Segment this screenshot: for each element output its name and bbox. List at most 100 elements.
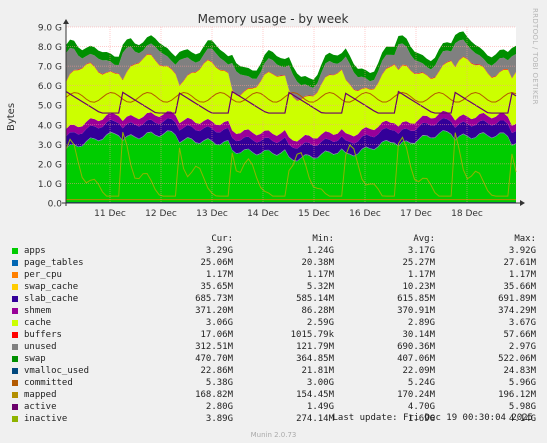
legend-header: Cur: Min: Avg: Max: — [12, 233, 536, 245]
legend-avg: 690.36M — [397, 342, 435, 352]
legend-cur: 312.51M — [195, 342, 233, 352]
legend-swatch — [12, 260, 18, 266]
y-tick-label: 4.0 G — [38, 121, 62, 131]
legend-name: mapped — [24, 390, 57, 400]
y-tick-label: 2.0 G — [38, 160, 62, 170]
legend-min: 585.14M — [296, 294, 334, 304]
legend-max: 1.17M — [508, 270, 536, 280]
legend-swatch — [12, 332, 18, 338]
legend-row-swap-cache: swap_cache 35.65M 5.32M 10.23M 35.66M — [12, 281, 536, 293]
legend-avg: 5.24G — [407, 378, 435, 388]
legend-name: inactive — [24, 414, 68, 424]
legend-cur: 17.06M — [200, 330, 233, 340]
y-tick-label: 8.0 G — [38, 43, 62, 53]
y-tick-label: 6.0 G — [38, 82, 62, 92]
legend-max: 3.67G — [508, 318, 536, 328]
legend-min: 1.17M — [306, 270, 334, 280]
legend-min: 274.14M — [296, 414, 334, 424]
area-apps — [66, 130, 516, 203]
legend-min: 1.49G — [306, 402, 334, 412]
x-tick-label: 11 Dec — [94, 209, 126, 219]
y-axis-label: Bytes — [6, 103, 17, 131]
line-inactive — [65, 132, 517, 197]
legend-avg: 1.17M — [407, 270, 435, 280]
legend-cur: 685.73M — [195, 294, 233, 304]
legend-name: swap — [24, 354, 46, 364]
legend-swatch — [12, 248, 18, 254]
legend-cur: 3.89G — [205, 414, 233, 424]
rrdtool-credit: RRDTOOL / TOBI OETIKER — [531, 8, 539, 105]
legend-cur: 25.06M — [200, 258, 233, 268]
legend-avg: 370.91M — [397, 306, 435, 316]
legend-min: 1.24G — [306, 246, 334, 256]
legend-swatch — [12, 368, 18, 374]
legend-swatch — [12, 404, 18, 410]
memory-chart: Memory usage - by week Bytes 0.0 1.0 G 2.0… — [6, 12, 525, 219]
legend-swatch — [12, 320, 18, 326]
legend-rows: apps 3.29G 1.24G 3.17G 3.92G page_tables 25.06… — [12, 245, 536, 425]
legend-avg: 22.09M — [402, 366, 435, 376]
legend-max: 24.83M — [503, 366, 536, 376]
y-axis-arrow — [63, 19, 69, 24]
legend-max: 196.12M — [498, 390, 536, 400]
legend-row-active: active 2.80G 1.49G 4.70G 5.98G — [12, 401, 536, 413]
legend-avg: 407.06M — [397, 354, 435, 364]
y-tick-label: 0.0 — [48, 200, 63, 210]
legend-swatch — [12, 344, 18, 350]
legend-max: 374.29M — [498, 306, 536, 316]
legend-row-mapped: mapped 168.82M 154.45M 170.24M 196.12M — [12, 389, 536, 401]
legend-name: swap_cache — [24, 282, 79, 292]
y-tick-label: 7.0 G — [38, 63, 62, 73]
legend-avg: 4.70G — [407, 402, 435, 412]
legend-avg: 615.85M — [397, 294, 435, 304]
legend-min: 3.00G — [306, 378, 334, 388]
legend-max: 5.96G — [508, 378, 536, 388]
legend-name: unused — [24, 342, 57, 352]
legend-avg: 25.27M — [402, 258, 435, 268]
x-tick-label: 17 Dec — [400, 209, 432, 219]
legend-max: 35.66M — [503, 282, 536, 292]
legend-row-shmem: shmem 371.20M 86.28M 370.91M 374.29M — [12, 305, 536, 317]
legend-avg: 1.69G — [407, 414, 435, 424]
legend-name: shmem — [24, 306, 52, 316]
x-tick-label: 12 Dec — [145, 209, 177, 219]
legend-swatch — [12, 272, 18, 278]
legend-cur: 22.86M — [200, 366, 233, 376]
line-active — [65, 90, 517, 114]
legend-max: 57.66M — [503, 330, 536, 340]
legend-max: 3.92G — [508, 246, 536, 256]
legend-avg: 2.89G — [407, 318, 435, 328]
legend-max: 4.14G — [508, 414, 536, 424]
legend-cur: 371.20M — [195, 306, 233, 316]
legend-cur: 1.17M — [205, 270, 233, 280]
y-tick-label: 3.0 G — [38, 141, 62, 151]
legend-swatch — [12, 296, 18, 302]
legend-min: 21.81M — [301, 366, 334, 376]
legend-cur: 3.06G — [205, 318, 233, 328]
legend-header-max: Max: — [514, 234, 536, 244]
legend-table: Cur: Min: Avg: Max: apps 3.29G 1.24G 3.17G 3… — [12, 233, 536, 425]
last-update: Last update: Fri Dec 19 00:30:04 2025 — [332, 413, 533, 423]
legend-row-vmalloc-used: vmalloc_used 22.86M 21.81M 22.09M 24.83M — [12, 365, 536, 377]
legend-swatch — [12, 416, 18, 422]
legend-avg: 30.14M — [402, 330, 435, 340]
area-swap — [66, 31, 516, 88]
y-tick-label: 9.0 G — [38, 24, 62, 34]
legend-row-per-cpu: per_cpu 1.17M 1.17M 1.17M 1.17M — [12, 269, 536, 281]
area-unused — [66, 39, 516, 101]
legend-cur: 168.82M — [195, 390, 233, 400]
legend-min: 5.32M — [306, 282, 334, 292]
legend-max: 27.61M — [503, 258, 536, 268]
legend-min: 364.85M — [296, 354, 334, 364]
legend-swatch — [12, 392, 18, 398]
legend-header-min: Min: — [312, 234, 334, 244]
area-shmem — [66, 110, 516, 149]
chart-title: Memory usage - by week — [198, 12, 349, 26]
legend-min: 1015.79k — [290, 330, 334, 340]
legend-max: 522.06M — [498, 354, 536, 364]
legend-min: 2.59G — [306, 318, 334, 328]
legend-cur: 5.38G — [205, 378, 233, 388]
legend-min: 20.38M — [301, 258, 334, 268]
legend-row-apps: apps 3.29G 1.24G 3.17G 3.92G — [12, 245, 536, 257]
legend-swatch — [12, 380, 18, 386]
